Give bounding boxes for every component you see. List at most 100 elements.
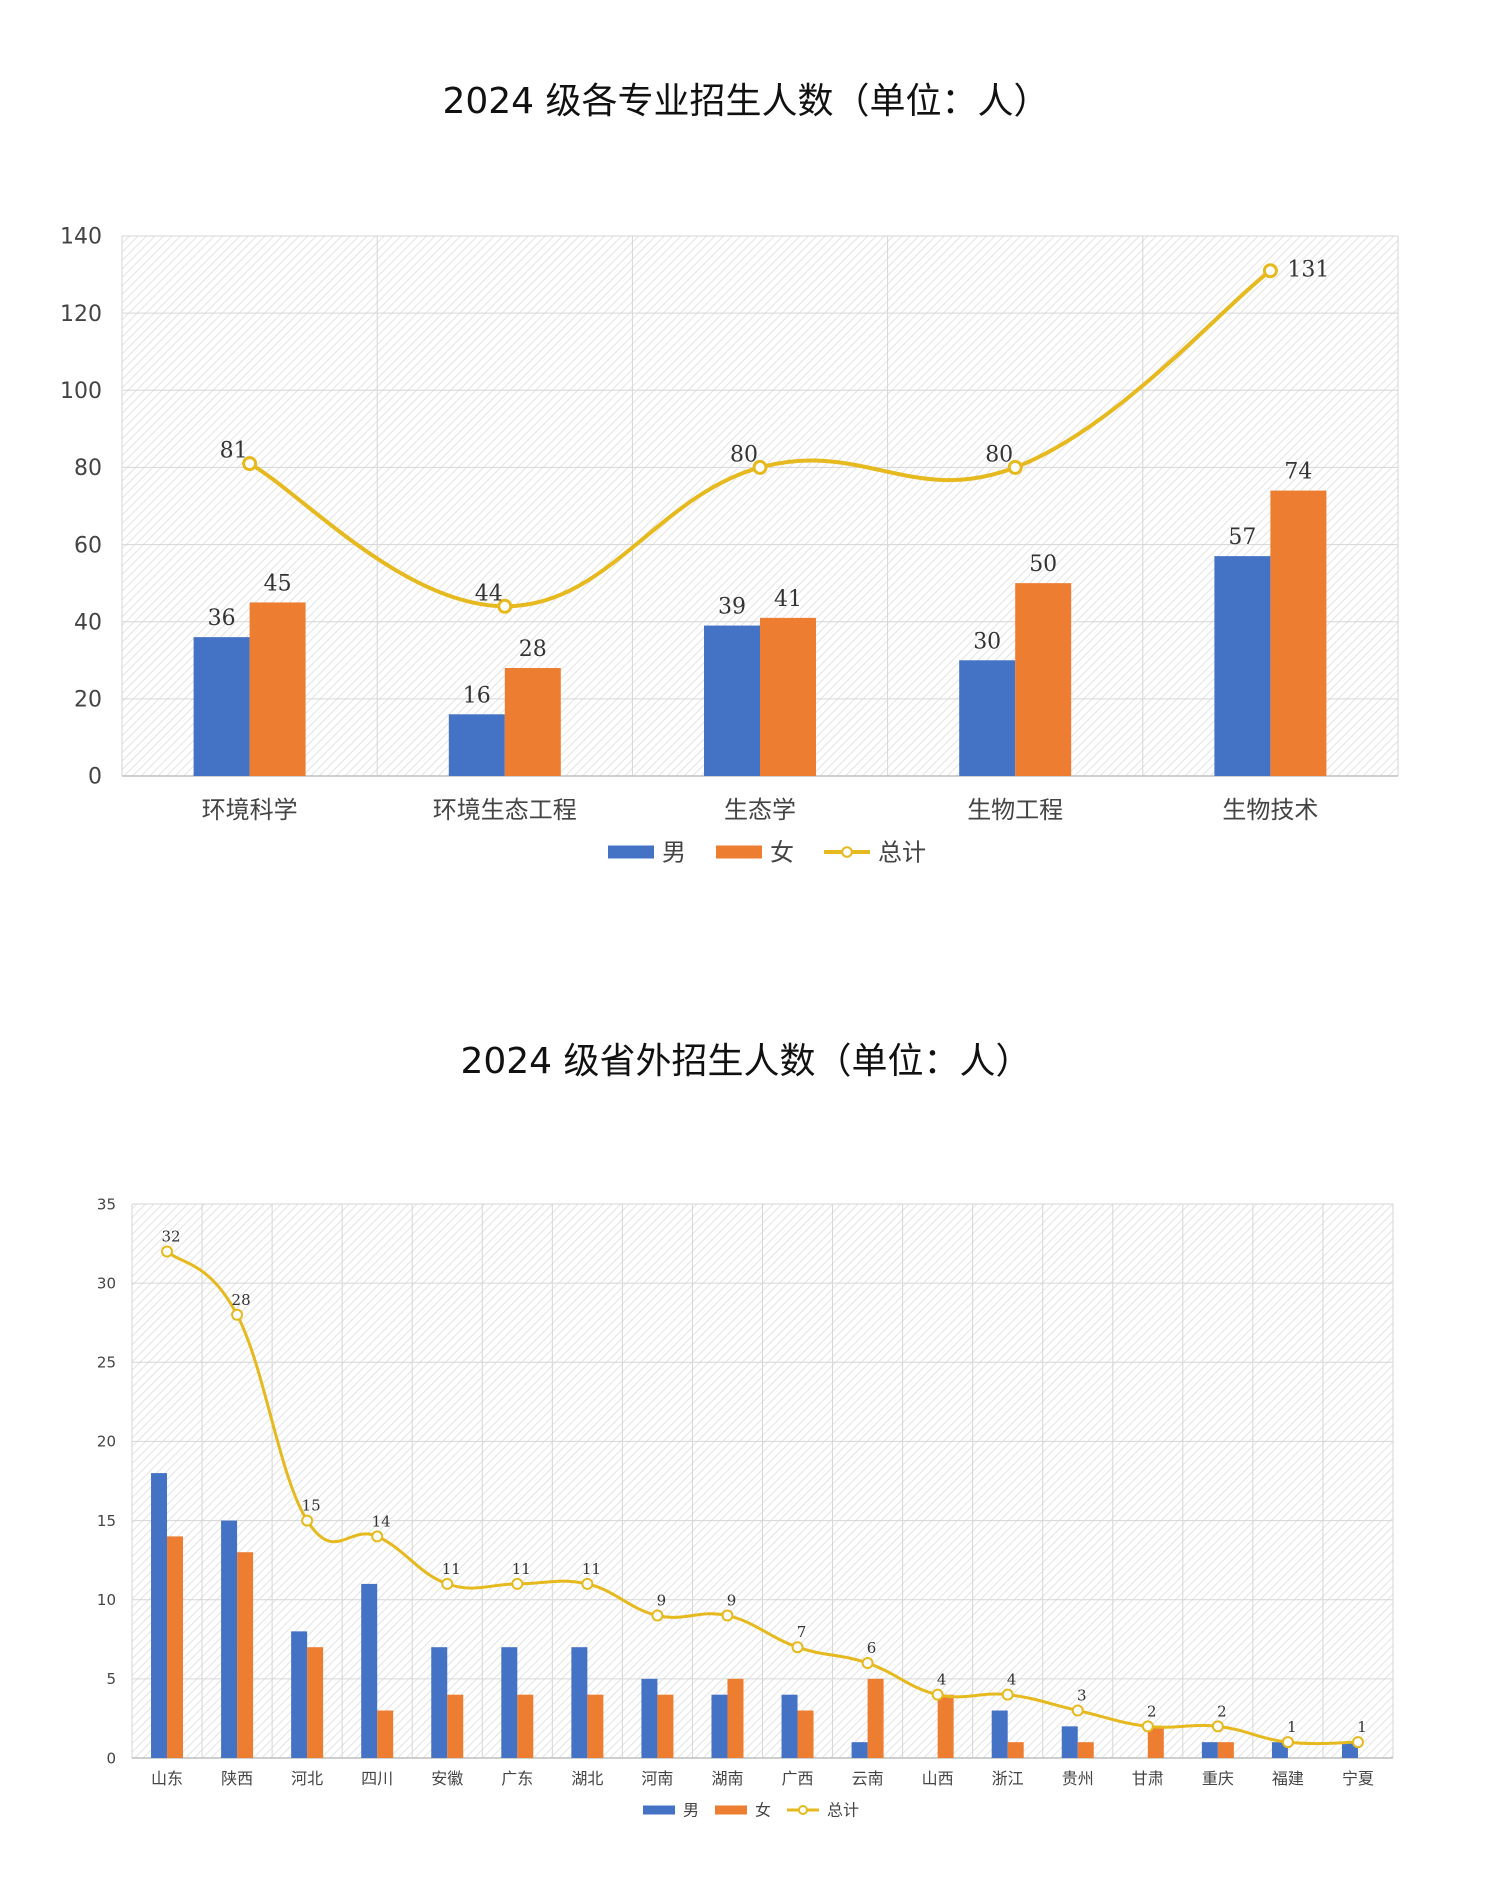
bar-female: [1147, 1726, 1164, 1758]
total-point: [1141, 1720, 1154, 1733]
total-data-label: 11: [582, 1560, 601, 1578]
y-tick-label: 20: [74, 688, 102, 713]
legend-swatch-male: [608, 845, 654, 859]
total-data-label: 28: [232, 1291, 251, 1309]
bar-female: [1270, 490, 1327, 776]
total-data-label: 32: [161, 1227, 180, 1245]
total-data-label: 131: [1287, 258, 1329, 283]
x-tick-label: 四川: [361, 1769, 393, 1788]
chart-title: 2024 级省外招生人数（单位：人）: [460, 1041, 1032, 1082]
total-point: [1211, 1720, 1224, 1733]
bar-female: [657, 1694, 674, 1758]
legend: 男 女 总计: [643, 1801, 859, 1820]
total-point: [861, 1657, 874, 1670]
bar-female: [867, 1678, 884, 1758]
bar-female: [1217, 1742, 1234, 1758]
y-tick-label: 80: [74, 456, 102, 481]
bar-data-label: 45: [264, 571, 292, 596]
bar-male: [501, 1647, 518, 1758]
bar-data-label: 39: [718, 595, 746, 620]
total-data-label: 1: [1287, 1718, 1297, 1736]
legend-swatch-male: [643, 1805, 675, 1815]
total-point: [161, 1245, 174, 1258]
x-tick-label: 宁夏: [1342, 1769, 1374, 1788]
total-point: [721, 1609, 734, 1622]
bar-male: [959, 660, 1016, 776]
total-point: [931, 1688, 944, 1701]
x-tick-label: 云南: [852, 1769, 884, 1788]
total-point: [651, 1609, 664, 1622]
total-point: [1351, 1736, 1364, 1749]
bar-data-label: 74: [1284, 460, 1312, 485]
y-tick-label: 0: [106, 1749, 116, 1767]
x-tick-label: 山东: [151, 1769, 183, 1788]
bar-female: [1077, 1742, 1094, 1758]
total-point: [1001, 1688, 1014, 1701]
bar-data-label: 16: [463, 683, 491, 708]
bar-female: [249, 602, 306, 776]
total-point: [441, 1577, 454, 1590]
x-tick-label: 安徽: [431, 1769, 463, 1788]
chart-majors: 2024 级各专业招生人数（单位：人） 0 20 40 60 80 100 120 140 36…: [0, 0, 1492, 920]
y-tick-label: 60: [74, 533, 102, 558]
legend-label: 总计: [878, 838, 926, 866]
total-point: [1071, 1704, 1084, 1717]
bar-female: [937, 1694, 954, 1758]
total-point: [511, 1577, 524, 1590]
y-tick-label: 10: [97, 1591, 116, 1609]
x-tick-label: 河南: [641, 1769, 673, 1788]
x-tick-label: 陕西: [221, 1769, 253, 1788]
bar-male: [1061, 1726, 1078, 1758]
y-tick-label: 25: [97, 1354, 116, 1372]
total-data-label: 6: [867, 1639, 877, 1657]
y-tick-label: 0: [88, 765, 102, 790]
bar-female: [377, 1710, 394, 1758]
x-tick-label: 甘肃: [1132, 1769, 1164, 1788]
total-data-label: 4: [1007, 1671, 1017, 1689]
y-tick-label: 120: [60, 302, 102, 327]
total-data-label: 1: [1357, 1718, 1367, 1736]
bar-male: [781, 1694, 798, 1758]
total-point: [231, 1308, 244, 1321]
bar-female: [760, 617, 816, 776]
bar-male: [704, 625, 760, 776]
bar-female: [797, 1710, 814, 1758]
total-point: [242, 456, 258, 472]
total-point: [752, 459, 768, 475]
legend-marker-total: [841, 846, 853, 858]
y-tick-label: 140: [60, 225, 102, 250]
bar-male: [151, 1473, 168, 1758]
total-data-label: 2: [1217, 1702, 1227, 1720]
bar-female: [1007, 1742, 1024, 1758]
bar-male: [291, 1631, 308, 1758]
legend-swatch-female: [715, 1805, 747, 1815]
bar-male: [1214, 556, 1271, 776]
bar-data-label: 50: [1029, 552, 1057, 577]
bar-male: [851, 1742, 868, 1758]
x-tick-label: 贵州: [1062, 1769, 1094, 1788]
x-tick-label: 福建: [1272, 1769, 1304, 1788]
x-tick-label: 湖南: [711, 1769, 743, 1788]
bar-male: [221, 1520, 238, 1758]
x-tick-label: 山西: [922, 1769, 954, 1788]
bar-male: [193, 637, 250, 776]
y-tick-label: 100: [60, 379, 102, 404]
x-tick-label: 生物工程: [967, 796, 1063, 824]
bar-female: [447, 1694, 464, 1758]
total-data-label: 14: [372, 1512, 391, 1530]
bar-female: [517, 1694, 534, 1758]
bar-male: [448, 714, 505, 776]
x-tick-label: 广东: [501, 1769, 533, 1788]
chart-majors-svg: 0 20 40 60 80 100 120 140 36 16 39 30 57 45 28 41 50 74 81…: [60, 225, 1399, 866]
legend-label: 男: [662, 838, 686, 866]
total-data-label: 11: [442, 1560, 461, 1578]
total-data-label: 44: [475, 581, 503, 606]
bar-female: [167, 1536, 184, 1758]
total-point: [581, 1577, 594, 1590]
bar-male: [991, 1710, 1008, 1758]
total-data-label: 9: [657, 1592, 667, 1610]
y-tick-label: 5: [106, 1670, 116, 1688]
bar-data-label: 41: [774, 587, 802, 612]
x-tick-label: 环境生态工程: [433, 796, 577, 824]
total-data-label: 2: [1147, 1702, 1157, 1720]
